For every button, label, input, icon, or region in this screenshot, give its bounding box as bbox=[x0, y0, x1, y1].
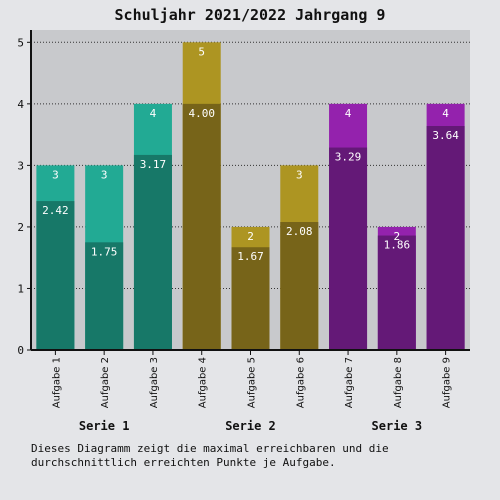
y-tick-label: 4 bbox=[17, 98, 24, 111]
x-tick-label: Aufgabe 8 bbox=[393, 357, 404, 408]
y-tick-label: 0 bbox=[17, 344, 24, 357]
bar-avg-points bbox=[280, 222, 319, 350]
x-tick-label: Aufgabe 6 bbox=[295, 357, 306, 408]
y-ticks: 0 1 2 3 4 5 bbox=[17, 36, 31, 357]
bar-avg-label: 3.29 bbox=[335, 151, 362, 164]
x-tick-label: Aufgabe 5 bbox=[247, 357, 258, 408]
group-label: Serie 3 bbox=[372, 419, 423, 433]
bar-avg-points bbox=[85, 242, 124, 350]
bar-max-label: 2 bbox=[247, 230, 254, 243]
bar-avg-points bbox=[133, 154, 172, 350]
bar-max-label: 4 bbox=[150, 107, 157, 120]
bar-avg-label: 3.17 bbox=[140, 158, 167, 171]
bar-avg-points bbox=[426, 126, 465, 350]
x-tick-label: Aufgabe 2 bbox=[100, 357, 111, 408]
bar-avg-label: 4.00 bbox=[188, 107, 215, 120]
bar-avg-points bbox=[329, 147, 368, 350]
bars: 32.4231.7543.1754.0021.6732.0843.2921.86… bbox=[36, 42, 465, 351]
x-tick-label: Aufgabe 9 bbox=[442, 357, 453, 408]
x-tick-label: Aufgabe 1 bbox=[51, 357, 62, 408]
chart-title: Schuljahr 2021/2022 Jahrgang 9 bbox=[115, 6, 386, 24]
x-ticks: Aufgabe 1 Aufgabe 2 Aufgabe 3 Aufgabe 4 Aufg… bbox=[51, 350, 453, 408]
bar-avg-points bbox=[182, 103, 221, 350]
x-tick-label: Aufgabe 7 bbox=[344, 357, 355, 408]
bar-avg-label: 1.67 bbox=[237, 250, 264, 263]
bar-avg-label: 1.86 bbox=[384, 239, 411, 252]
y-tick-label: 5 bbox=[17, 36, 24, 49]
x-tick-label: Aufgabe 3 bbox=[149, 357, 160, 408]
y-tick-label: 2 bbox=[17, 221, 24, 234]
bar-max-label: 4 bbox=[442, 107, 449, 120]
group-labels: Serie 1 Serie 2 Serie 3 bbox=[79, 419, 422, 433]
bar-avg-points bbox=[231, 247, 270, 350]
group-label: Serie 1 bbox=[79, 419, 130, 433]
bar-max-label: 3 bbox=[52, 168, 59, 181]
bar-max-label: 5 bbox=[198, 45, 205, 58]
bar-avg-points bbox=[36, 201, 75, 350]
chart-caption: Dieses Diagramm zeigt die maximal erreic… bbox=[31, 442, 389, 469]
y-tick-label: 1 bbox=[17, 282, 24, 295]
bar-max-label: 4 bbox=[345, 107, 352, 120]
bar-max-label: 3 bbox=[296, 168, 303, 181]
bar-max-label: 2 bbox=[394, 230, 401, 243]
bar-avg-label: 2.42 bbox=[42, 204, 69, 217]
bar-max-label: 3 bbox=[101, 168, 108, 181]
group-label: Serie 2 bbox=[225, 419, 276, 433]
x-tick-label: Aufgabe 4 bbox=[198, 357, 209, 408]
y-tick-label: 3 bbox=[17, 159, 24, 172]
bar-avg-points bbox=[377, 235, 416, 350]
bar-avg-label: 3.64 bbox=[432, 129, 459, 142]
bar-avg-label: 2.08 bbox=[286, 225, 313, 238]
bar-avg-label: 1.75 bbox=[91, 245, 118, 258]
